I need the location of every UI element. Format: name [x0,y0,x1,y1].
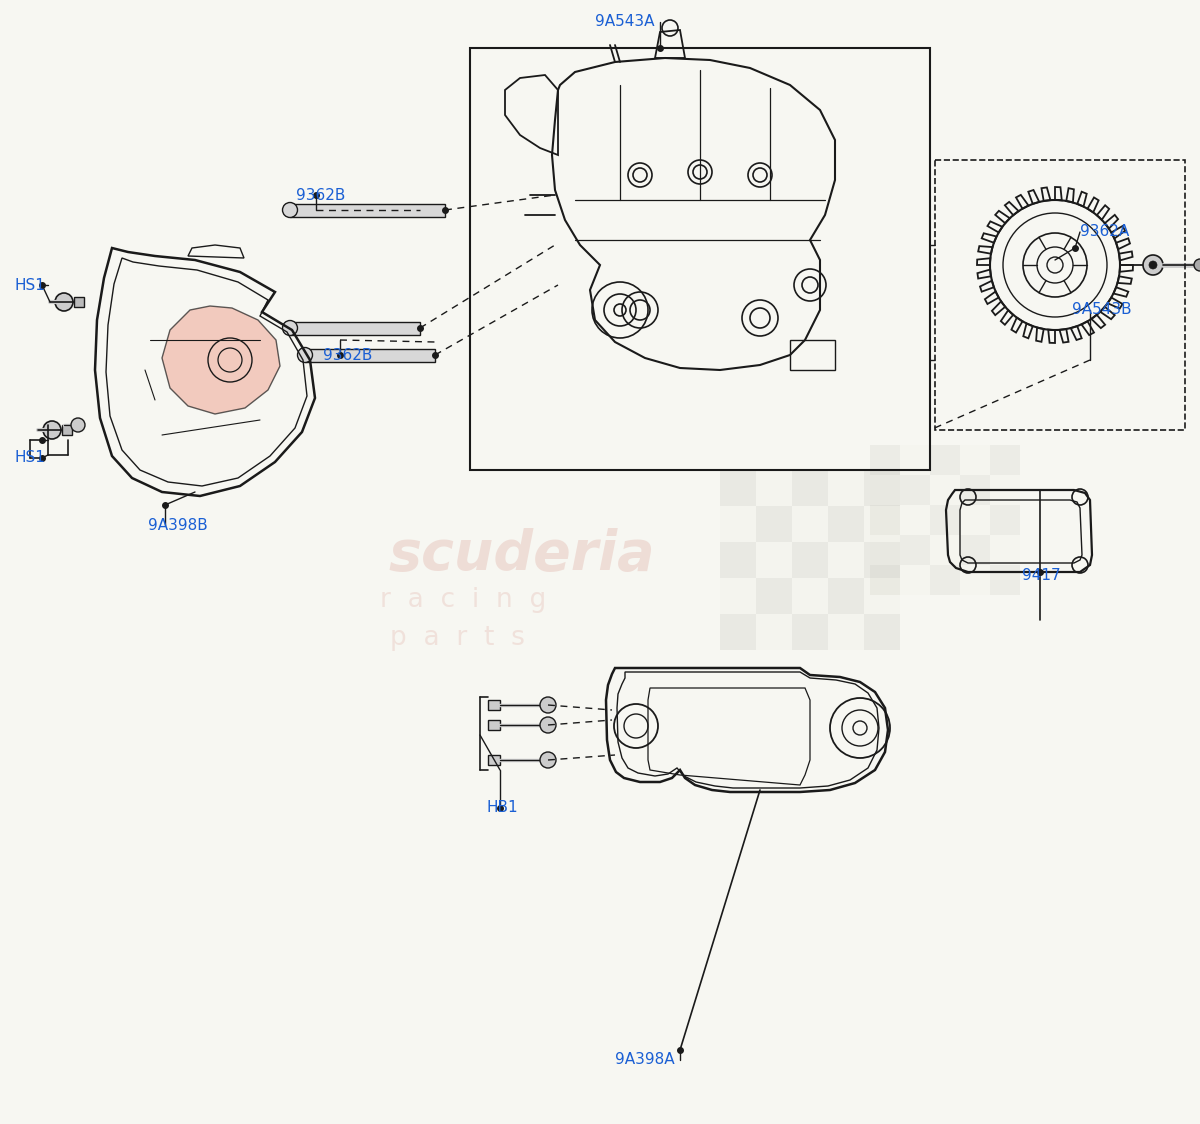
Bar [870,565,900,595]
Bar [900,475,930,505]
Text: 9362A: 9362A [1080,225,1129,239]
Bar [74,297,84,307]
Bar [290,321,420,335]
Circle shape [71,418,85,432]
Bar [870,505,900,535]
Bar [756,578,792,614]
Text: 9A543A: 9A543A [595,15,654,29]
Bar [864,470,900,506]
Circle shape [1194,259,1200,271]
Bar [792,614,828,650]
Bar [900,445,930,475]
Bar [990,535,1020,565]
Text: r  a  c  i  n  g: r a c i n g [380,587,546,613]
Bar [990,445,1020,475]
Bar [756,542,792,578]
Bar [756,470,792,506]
Text: 9A398B: 9A398B [148,517,208,533]
Text: HB1: HB1 [487,800,518,816]
Bar [930,445,960,475]
Bar [488,720,500,729]
Bar [930,535,960,565]
Text: 9362B: 9362B [296,188,346,202]
Circle shape [540,717,556,733]
Bar [864,614,900,650]
Bar [470,48,930,470]
Bar [900,535,930,565]
Bar [792,470,828,506]
Bar [828,542,864,578]
Circle shape [1150,261,1157,269]
Text: scuderia: scuderia [388,528,655,582]
Text: 9417: 9417 [1022,568,1061,582]
Bar [960,475,990,505]
Bar [870,535,900,565]
Bar [305,348,436,362]
Text: 9A398A: 9A398A [616,1052,674,1068]
Bar [290,203,445,217]
Bar [756,506,792,542]
Bar [792,578,828,614]
Bar [960,445,990,475]
Circle shape [282,320,298,335]
Text: HS1: HS1 [14,278,46,292]
Bar [864,542,900,578]
Bar [828,578,864,614]
Bar [720,614,756,650]
Bar [900,505,930,535]
Bar [960,565,990,595]
Bar [720,578,756,614]
Bar [828,614,864,650]
Bar [990,565,1020,595]
Bar [935,160,1186,430]
Text: 9362B: 9362B [323,347,372,363]
Bar [870,475,900,505]
Bar [62,425,72,435]
Bar [720,506,756,542]
Circle shape [43,422,61,439]
Bar [488,700,500,710]
Bar [990,475,1020,505]
Text: HS1: HS1 [14,451,46,465]
Bar [792,542,828,578]
Circle shape [1142,255,1163,275]
Bar [930,565,960,595]
Bar [792,506,828,542]
Circle shape [282,202,298,218]
Bar [720,542,756,578]
Text: p  a  r  t  s: p a r t s [390,625,524,651]
Circle shape [540,752,556,768]
Bar [720,470,756,506]
Circle shape [298,347,312,363]
Bar [930,505,960,535]
Bar [756,614,792,650]
Bar [864,578,900,614]
Bar [960,535,990,565]
Circle shape [55,293,73,311]
Bar [990,505,1020,535]
Text: 9A543B: 9A543B [1072,302,1132,317]
Bar [930,475,960,505]
Bar [870,445,900,475]
Polygon shape [162,306,280,414]
Circle shape [540,697,556,713]
Bar [828,470,864,506]
Bar [960,505,990,535]
Bar [488,755,500,765]
Bar [828,506,864,542]
Bar [864,506,900,542]
Bar [900,565,930,595]
